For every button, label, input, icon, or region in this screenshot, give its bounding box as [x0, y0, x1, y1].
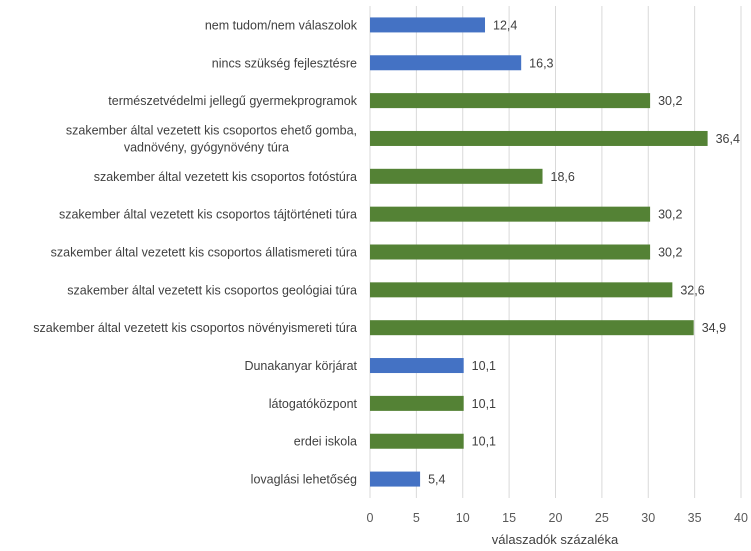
bar: [370, 206, 651, 222]
data-label: 18,6: [551, 170, 575, 184]
data-label: 30,2: [658, 246, 682, 260]
x-axis-title: válaszadók százaléka: [492, 532, 619, 547]
category-label: szakember által vezetett kis csoportos á…: [51, 246, 357, 260]
data-label: 5,4: [428, 473, 445, 487]
category-label: természetvédelmi jellegű gyermekprogramo…: [108, 94, 357, 108]
data-label: 34,9: [702, 321, 726, 335]
data-label: 30,2: [658, 208, 682, 222]
category-label: szakember által vezetett kis csoportos e…: [66, 123, 357, 137]
data-label: 36,4: [716, 132, 740, 146]
bar: [370, 17, 486, 33]
bars: [370, 17, 708, 487]
bar: [370, 282, 673, 298]
category-label: nincs szükség fejlesztésre: [212, 56, 357, 70]
category-label: lovaglási lehetőség: [251, 473, 357, 487]
data-label: 32,6: [680, 283, 704, 297]
bar: [370, 358, 464, 374]
x-tick-label: 25: [595, 511, 609, 525]
data-labels: 12,4 16,3 30,2 36,4 18,6 30,2 30,2 32,6 34,9 10,1…: [428, 18, 740, 486]
bar: [370, 320, 694, 336]
x-tick-label: 20: [549, 511, 563, 525]
data-label: 30,2: [658, 94, 682, 108]
x-tick-label: 30: [641, 511, 655, 525]
bar: [370, 168, 543, 184]
x-tick-label: 35: [688, 511, 702, 525]
x-tick-label: 10: [456, 511, 470, 525]
data-label: 12,4: [493, 18, 517, 32]
category-label: látogatóközpont: [269, 397, 358, 411]
category-label: Dunakanyar körjárat: [244, 359, 357, 373]
bar: [370, 395, 464, 411]
bar: [370, 55, 522, 71]
bar: [370, 244, 651, 260]
x-tick-labels: 0 5 10 15 20 25 30 35 40: [367, 511, 748, 525]
bar: [370, 93, 651, 109]
data-label: 10,1: [472, 435, 496, 449]
data-label: 10,1: [472, 359, 496, 373]
bar: [370, 130, 708, 146]
category-label: erdei iskola: [294, 435, 357, 449]
category-label: nem tudom/nem válaszolok: [205, 18, 358, 32]
x-tick-label: 5: [413, 511, 420, 525]
category-label: vadnövény, gyógynövény túra: [124, 140, 289, 154]
category-label: szakember által vezetett kis csoportos n…: [33, 321, 357, 335]
x-tick-label: 0: [367, 511, 374, 525]
category-label: szakember által vezetett kis csoportos f…: [94, 170, 357, 184]
data-label: 10,1: [472, 397, 496, 411]
data-label: 16,3: [529, 56, 553, 70]
x-tick-label: 15: [502, 511, 516, 525]
bar: [370, 433, 464, 449]
category-label: szakember által vezetett kis csoportos g…: [67, 283, 357, 297]
x-tick-label: 40: [734, 511, 748, 525]
category-labels: nem tudom/nem válaszolok nincs szükség fe…: [33, 18, 357, 486]
bar: [370, 471, 421, 487]
category-label: szakember által vezetett kis csoportos t…: [59, 208, 357, 222]
